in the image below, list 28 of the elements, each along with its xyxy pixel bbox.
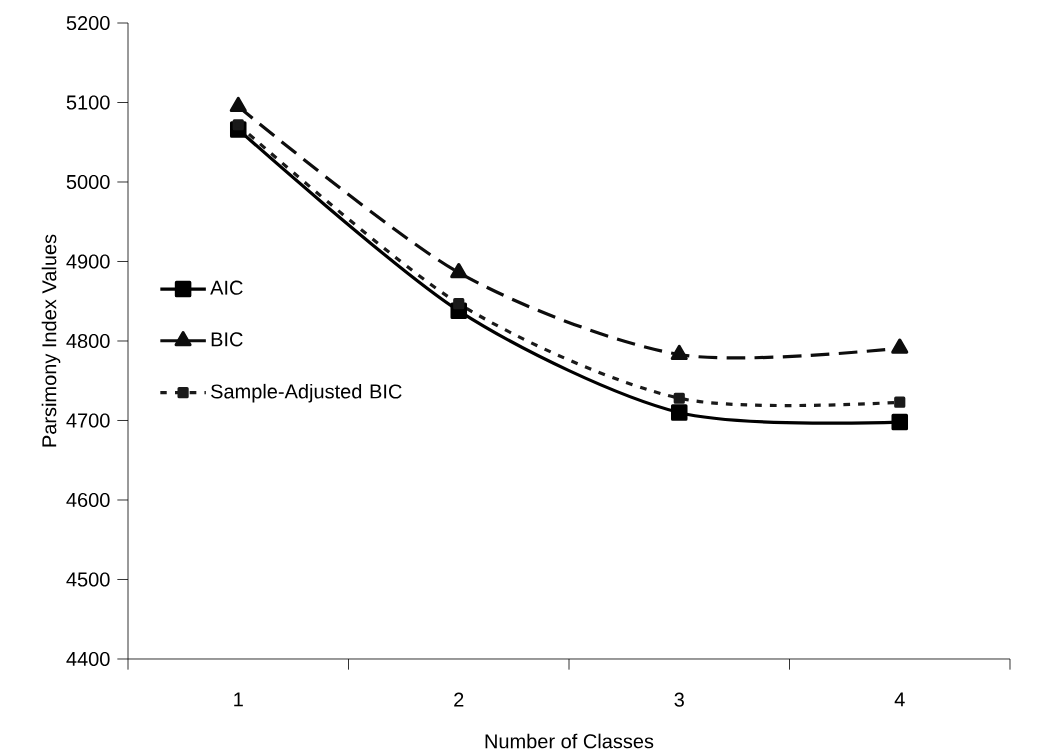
point xyxy=(891,413,909,431)
point xyxy=(891,338,909,354)
point xyxy=(453,298,465,310)
y-tick-label: 5200 xyxy=(66,15,110,31)
x-tick-label: 3 xyxy=(674,692,684,707)
legend-label: Sample-Adjusted BIC xyxy=(211,383,402,403)
point xyxy=(673,392,685,404)
legend-label: BIC xyxy=(211,332,243,347)
x-tick-label: 2 xyxy=(454,692,464,707)
y-tick-label: 4600 xyxy=(66,492,110,508)
y-tick-label: 4900 xyxy=(66,254,110,269)
y-tick-label: 4800 xyxy=(66,333,110,349)
point xyxy=(670,344,688,361)
x-axis-title: Number of Classes xyxy=(485,733,654,749)
legend-label: AIC xyxy=(210,280,243,295)
point xyxy=(670,404,688,421)
point xyxy=(232,119,244,131)
y-tick-label: 4500 xyxy=(66,572,110,587)
y-tick-label: 4700 xyxy=(66,413,110,428)
y-axis-title: Parsimony Index Values xyxy=(41,234,61,447)
x-tick-label: 1 xyxy=(234,692,243,707)
point xyxy=(894,396,906,408)
point xyxy=(229,96,247,113)
x-tick-label: 4 xyxy=(894,692,905,707)
point xyxy=(450,263,468,279)
y-tick-label: 4400 xyxy=(66,651,110,667)
y-tick-label: 5100 xyxy=(66,95,110,110)
y-tick-label: 5000 xyxy=(66,174,110,190)
